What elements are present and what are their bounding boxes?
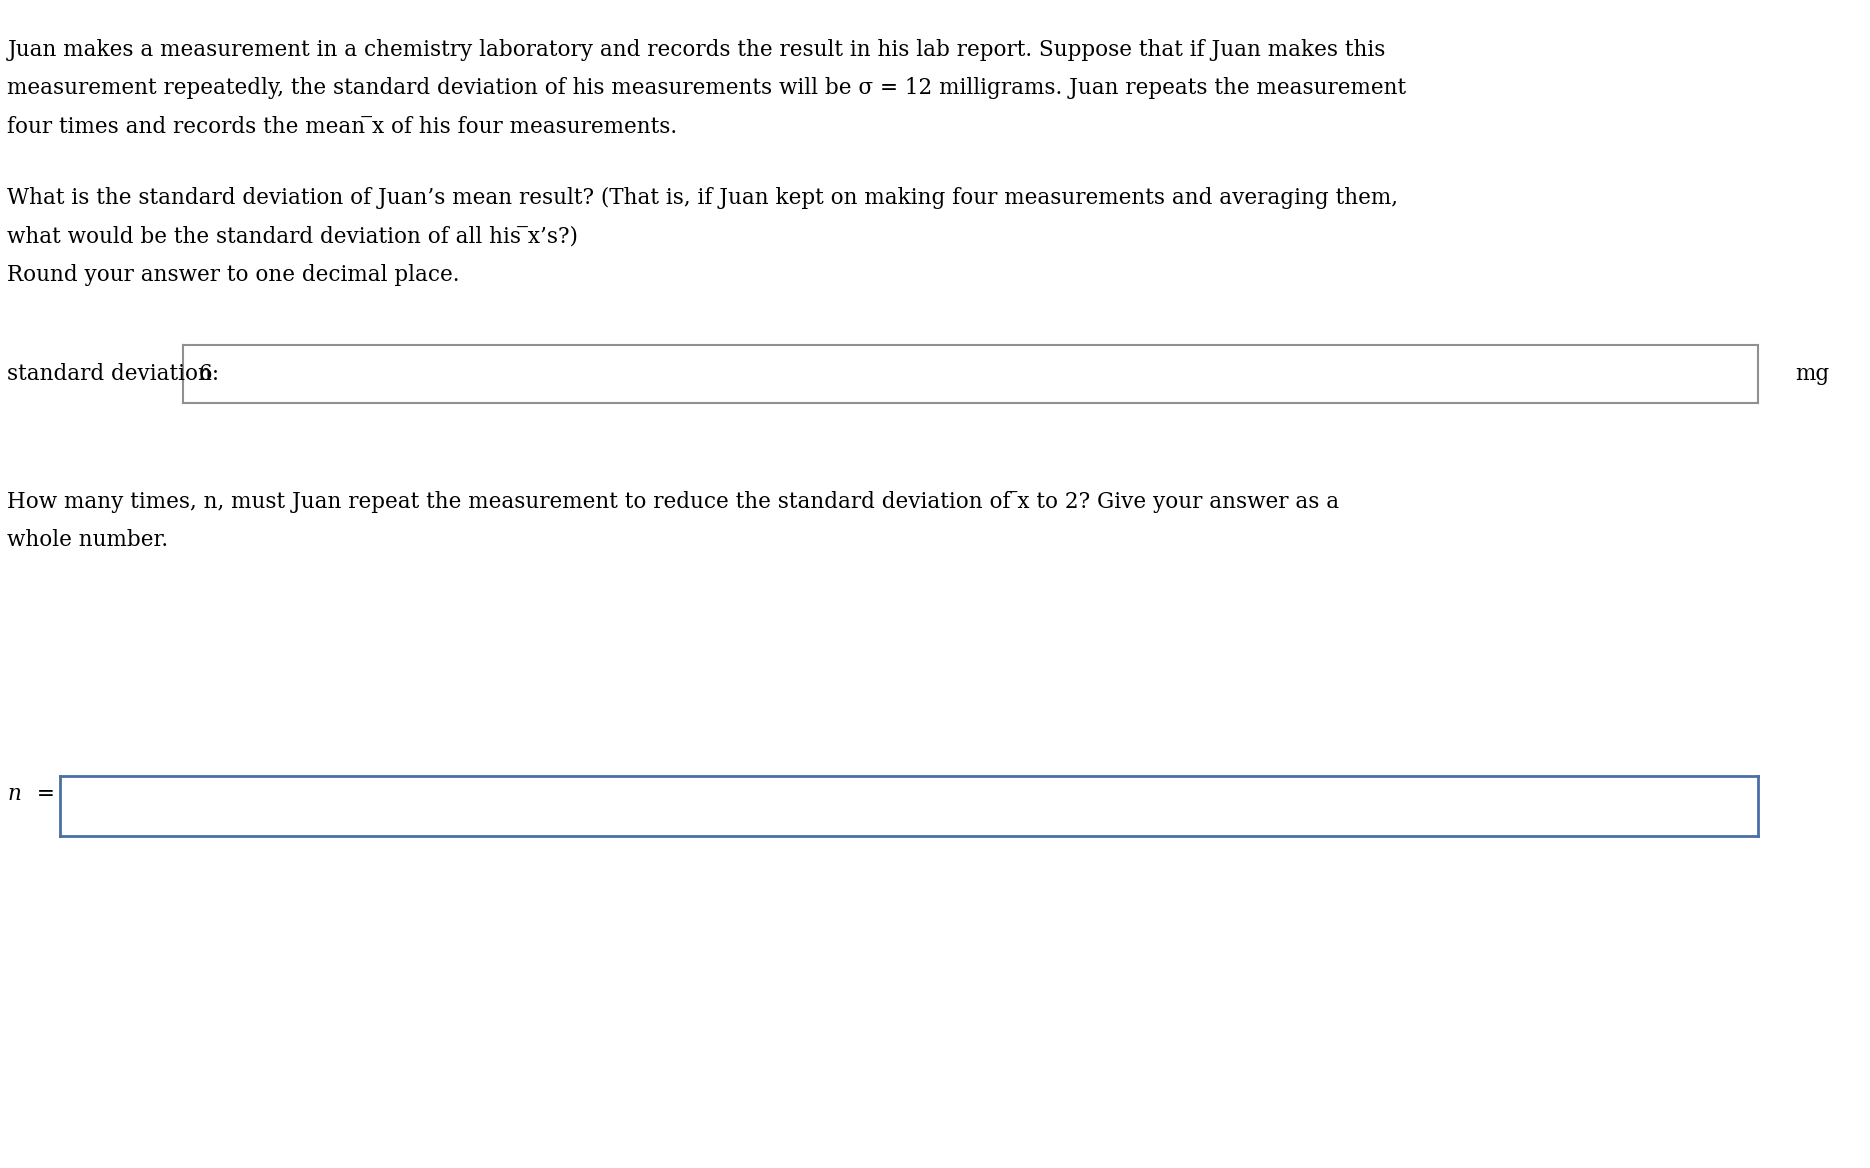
Text: standard deviation:: standard deviation: [7, 363, 219, 384]
Text: whole number.: whole number. [7, 529, 168, 551]
Text: mg: mg [1795, 363, 1829, 384]
Text: =: = [30, 784, 54, 805]
Text: Juan makes a measurement in a chemistry laboratory and records the result in his: Juan makes a measurement in a chemistry … [7, 39, 1386, 61]
Text: 6: 6 [198, 363, 213, 384]
Text: What is the standard deviation of Juan’s mean result? (That is, if Juan kept on : What is the standard deviation of Juan’s… [7, 187, 1399, 209]
Text: what would be the standard deviation of all his ̅x’s?): what would be the standard deviation of … [7, 225, 578, 248]
Text: How many times, n, must Juan repeat the measurement to reduce the standard devia: How many times, n, must Juan repeat the … [7, 491, 1339, 513]
Text: measurement repeatedly, the standard deviation of his measurements will be σ = 1: measurement repeatedly, the standard dev… [7, 77, 1406, 99]
Text: Round your answer to one decimal place.: Round your answer to one decimal place. [7, 264, 460, 286]
Text: four times and records the mean ̅x of his four measurements.: four times and records the mean ̅x of hi… [7, 116, 677, 138]
Text: n: n [7, 784, 21, 805]
